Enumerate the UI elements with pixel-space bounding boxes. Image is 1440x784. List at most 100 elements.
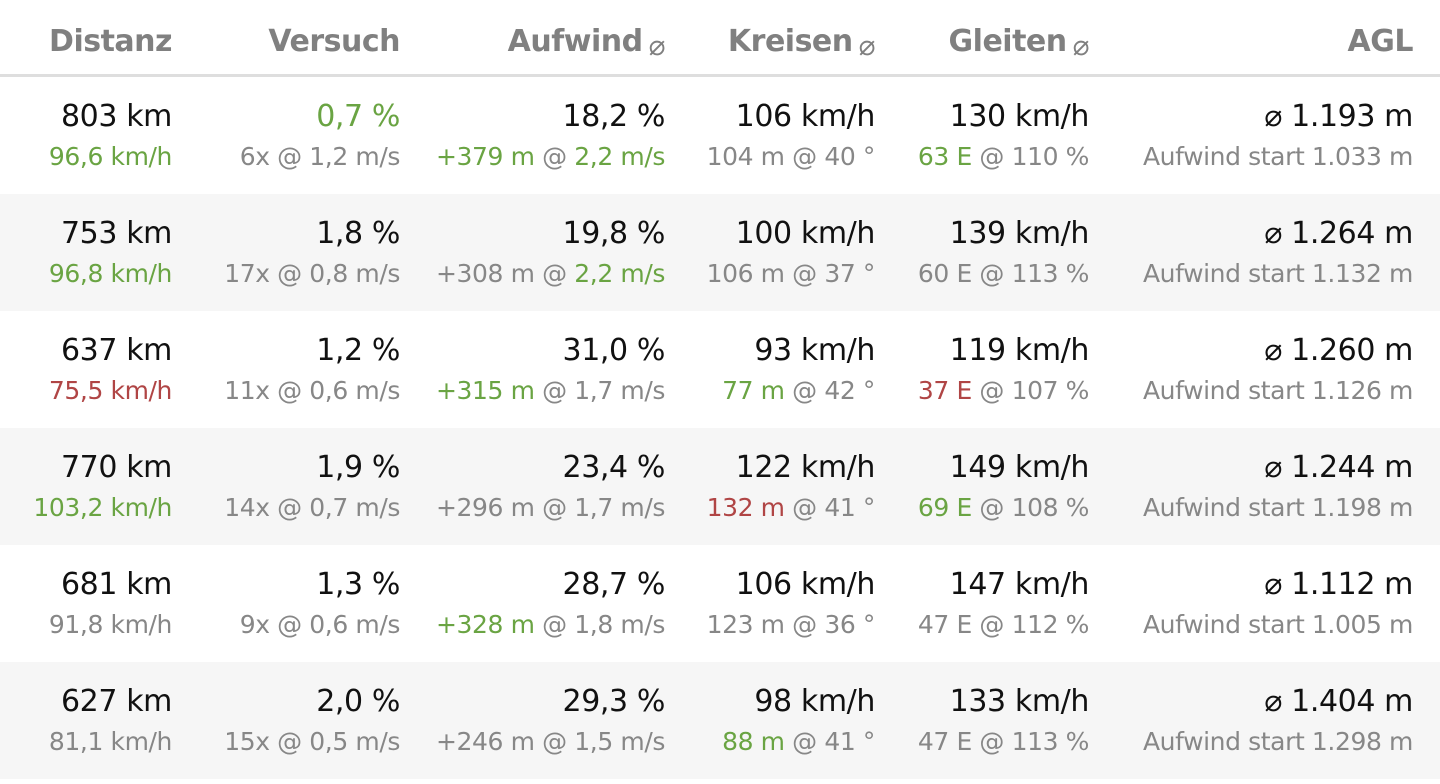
gleiten-cell: 133 km/h 47 E @ 113 % [875,662,1089,779]
gleiten-cell: 139 km/h 60 E @ 113 % [875,194,1089,311]
thermal-percent: 18,2 % [562,99,666,134]
agl-average: ⌀ 1.244 m [1264,450,1413,485]
attempt-detail: 6x @ 1,2 m/s [239,142,401,171]
agl-thermal-start: Aufwind start 1.132 m [1142,259,1413,288]
table-row[interactable]: 627 km 81,1 km/h 2,0 % 15x @ 0,5 m/s 29,… [0,662,1440,779]
circling-speed: 98 km/h [754,684,875,719]
versuch-cell: 2,0 % 15x @ 0,5 m/s [172,662,400,779]
gleiten-cell: 130 km/h 63 E @ 110 % [875,77,1089,194]
attempt-percent: 0,7 % [316,99,400,134]
header-kreisen[interactable]: Kreisen ⌀ [665,0,876,74]
glide-percent: @ 112 % [971,610,1089,639]
circling-speed: 100 km/h [735,216,876,251]
gleiten-cell: 147 km/h 47 E @ 112 % [875,545,1089,662]
agl-cell: ⌀ 1.244 m Aufwind start 1.198 m [1089,428,1413,545]
distanz-cell: 627 km 81,1 km/h [0,662,173,779]
table-header: Distanz Versuch Aufwind ⌀ Kreisen ⌀ Gleite… [0,0,1440,77]
table-row[interactable]: 803 km 96,6 km/h 0,7 % 6x @ 1,2 m/s 18,2… [0,77,1440,194]
versuch-cell: 1,3 % 9x @ 0,6 m/s [172,545,401,662]
thermal-rate: 2,2 m/s [574,259,665,288]
circling-diameter: 106 m [706,259,785,288]
circling-detail: 104 m @ 40 ° [665,142,876,172]
attempt-percent: 1,3 % [316,567,400,602]
glide-speed: 139 km/h [949,216,1090,251]
glide-speed: 130 km/h [949,99,1090,134]
glide-detail: 47 E @ 113 % [875,727,1089,757]
distanz-cell: 637 km 75,5 km/h [0,311,173,428]
header-gleiten[interactable]: Gleiten ⌀ [875,0,1090,74]
header-distanz[interactable]: Distanz [0,0,172,74]
agl-cell: ⌀ 1.193 m Aufwind start 1.033 m [1089,77,1413,194]
kreisen-cell: 100 km/h 106 m @ 37 ° [665,194,876,311]
header-versuch-label: Versuch [268,24,400,59]
glide-percent: @ 113 % [971,259,1089,288]
table-row[interactable]: 770 km 103,2 km/h 1,9 % 14x @ 0,7 m/s 23… [0,428,1440,545]
distance-value: 803 km [61,99,172,134]
agl-average: ⌀ 1.193 m [1264,99,1413,134]
glide-percent: @ 107 % [971,376,1089,405]
agl-thermal-start: Aufwind start 1.198 m [1142,493,1413,522]
attempt-detail: 15x @ 0,5 m/s [224,727,400,756]
header-aufwind[interactable]: Aufwind ⌀ [400,0,666,74]
agl-cell: ⌀ 1.112 m Aufwind start 1.005 m [1089,545,1413,662]
agl-thermal-start: Aufwind start 1.005 m [1142,610,1413,639]
distanz-cell: 753 km 96,8 km/h [0,194,173,311]
header-versuch[interactable]: Versuch [172,0,400,74]
attempt-detail: 11x @ 0,6 m/s [224,376,400,405]
thermal-rate: 1,7 m/s [574,376,665,405]
header-distanz-label: Distanz [49,24,172,59]
header-agl[interactable]: AGL [1089,0,1414,74]
thermal-detail: +328 m @ 1,8 m/s [400,610,665,640]
glide-percent: @ 108 % [971,493,1089,522]
circling-diameter: 88 m [722,727,785,756]
glide-ratio: 69 E [917,493,972,522]
circling-angle: @ 41 ° [784,493,875,522]
kreisen-cell: 106 km/h 123 m @ 36 ° [665,545,876,662]
distance-value: 753 km [61,216,172,251]
circling-speed: 122 km/h [735,450,876,485]
attempt-percent: 1,8 % [316,216,400,251]
header-gleiten-label: Gleiten [948,24,1068,59]
header-agl-label: AGL [1347,24,1414,59]
thermal-detail: +315 m @ 1,7 m/s [400,376,665,406]
kreisen-cell: 122 km/h 132 m @ 41 ° [665,428,876,545]
table-row[interactable]: 637 km 75,5 km/h 1,2 % 11x @ 0,6 m/s 31,… [0,311,1440,428]
average-speed: 96,6 km/h [48,142,173,171]
thermal-separator: @ [534,727,575,756]
thermal-rate: 2,2 m/s [574,142,665,171]
kreisen-cell: 98 km/h 88 m @ 41 ° [665,662,875,779]
thermal-percent: 19,8 % [562,216,666,251]
thermal-separator: @ [534,376,575,405]
agl-cell: ⌀ 1.264 m Aufwind start 1.132 m [1089,194,1413,311]
circling-speed: 106 km/h [735,567,876,602]
glide-ratio: 60 E [917,259,972,288]
circling-angle: @ 37 ° [784,259,875,288]
distanz-cell: 770 km 103,2 km/h [0,428,172,545]
thermal-rate: 1,7 m/s [574,493,665,522]
thermal-rate: 1,8 m/s [574,610,665,639]
circling-detail: 106 m @ 37 ° [665,259,876,289]
glide-detail: 47 E @ 112 % [875,610,1089,640]
average-icon: ⌀ [1072,29,1090,62]
agl-cell: ⌀ 1.260 m Aufwind start 1.126 m [1089,311,1413,428]
thermal-separator: @ [534,493,575,522]
thermal-percent: 28,7 % [562,567,666,602]
header-kreisen-label: Kreisen [727,24,853,59]
average-speed: 103,2 km/h [33,493,172,522]
table-row[interactable]: 681 km 91,8 km/h 1,3 % 9x @ 0,6 m/s 28,7… [0,545,1440,662]
glide-ratio: 63 E [917,142,972,171]
circling-angle: @ 41 ° [784,727,875,756]
thermal-separator: @ [534,142,575,171]
glide-speed: 147 km/h [949,567,1090,602]
glide-detail: 69 E @ 108 % [875,493,1089,523]
glide-speed: 149 km/h [949,450,1090,485]
thermal-percent: 29,3 % [562,684,666,719]
table-row[interactable]: 753 km 96,8 km/h 1,8 % 17x @ 0,8 m/s 19,… [0,194,1440,311]
glide-detail: 60 E @ 113 % [875,259,1089,289]
circling-detail: 132 m @ 41 ° [665,493,876,523]
circling-speed: 93 km/h [754,333,875,368]
circling-diameter: 132 m [706,493,785,522]
agl-thermal-start: Aufwind start 1.298 m [1142,727,1413,756]
glide-ratio: 47 E [917,727,972,756]
average-speed: 75,5 km/h [48,376,173,405]
